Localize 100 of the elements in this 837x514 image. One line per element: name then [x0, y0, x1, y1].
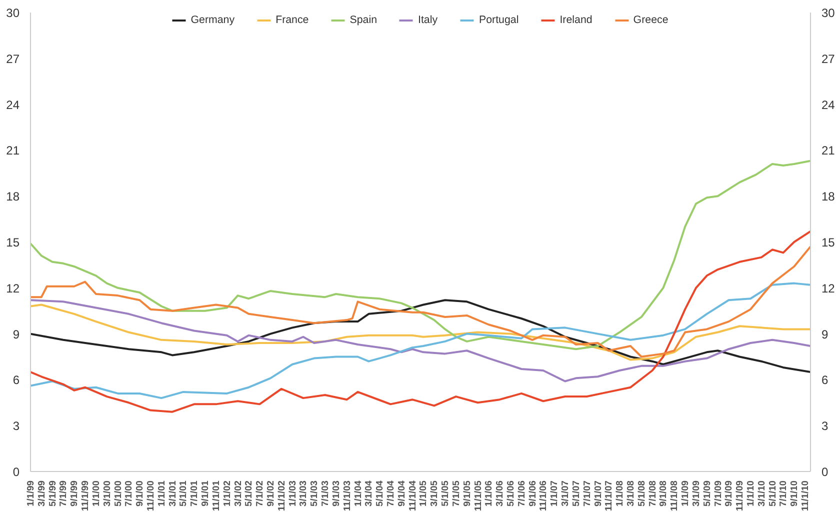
x-tick-label: 1/1/04 [352, 480, 363, 506]
x-tick-label: 5/1/08 [636, 480, 646, 506]
y-tick-label: 0 [12, 465, 20, 479]
x-tick-label: 3/1/08 [626, 480, 636, 506]
y-tick-label: 15 [6, 236, 20, 250]
y-tick-label: 21 [6, 144, 20, 158]
x-tick-label: 1/1/02 [222, 480, 232, 506]
x-tick-label: 11/1/02 [276, 480, 286, 512]
x-tick-label: 7/1/02 [254, 480, 265, 506]
x-tick-label: 3/1/09 [690, 480, 701, 506]
x-tick-label: 11/1/08 [669, 480, 680, 512]
x-tick-label: 7/1/03 [320, 480, 330, 506]
x-tick-label: 9/1/99 [69, 480, 80, 506]
legend-label: Portugal [479, 14, 519, 26]
x-tick-label: 1/1/09 [680, 480, 690, 506]
x-tick-label: 3/1/99 [36, 480, 46, 506]
x-tick-label: 7/1/00 [124, 480, 134, 506]
x-tick-label: 7/1/01 [189, 480, 200, 506]
x-tick-label: 3/1/03 [298, 480, 308, 506]
x-tick-label: 1/1/08 [614, 480, 625, 506]
y2-tick-label: 30 [822, 6, 836, 20]
x-tick-label: 11/1/06 [538, 480, 548, 512]
legend-label: Greece [633, 14, 668, 26]
y2-tick-label: 12 [822, 281, 836, 296]
x-tick-label: 11/1/04 [407, 480, 418, 512]
x-tick-label: 9/1/10 [789, 480, 800, 506]
x-tick-label: 11/1/05 [472, 480, 483, 512]
legend-label: Italy [418, 14, 438, 26]
y2-tick-label: 27 [822, 52, 836, 66]
y2-tick-label: 21 [822, 144, 836, 158]
x-tick-label: 5/1/00 [112, 480, 123, 506]
x-tick-label: 1/1/99 [26, 480, 36, 506]
x-tick-label: 9/1/07 [592, 480, 603, 506]
y2-tick-label: 15 [822, 236, 836, 250]
x-tick-label: 9/1/08 [658, 480, 668, 506]
x-tick-label: 3/1/06 [494, 480, 505, 506]
x-tick-label: 5/1/02 [244, 480, 254, 506]
x-tick-label: 5/1/10 [767, 480, 778, 506]
line-series [30, 160, 810, 350]
y-tick-label: 18 [6, 190, 20, 204]
x-tick-label: 3/1/01 [167, 480, 178, 506]
x-tick-label: 5/1/05 [440, 480, 450, 506]
x-tick-label: 3/1/00 [102, 480, 112, 506]
x-tick-label: 3/1/07 [560, 480, 570, 506]
line-series [30, 246, 810, 358]
x-tick-label: 11/1/99 [80, 480, 90, 512]
x-tick-label: 3/1/04 [364, 480, 374, 506]
x-tick-label: 3/1/05 [429, 480, 440, 506]
x-tick-label: 9/1/03 [330, 480, 341, 506]
line-series [30, 230, 810, 413]
y-tick-label: 24 [6, 98, 20, 112]
x-tick-label: 9/1/02 [266, 480, 276, 506]
x-tick-label: 5/1/09 [702, 480, 712, 506]
line-series [30, 282, 810, 400]
x-tick-label: 11/1/09 [734, 480, 745, 512]
x-tick-label: 9/1/01 [200, 480, 210, 506]
x-tick-label: 1/1/03 [287, 480, 298, 506]
x-tick-label: 1/1/01 [156, 480, 166, 506]
x-tick-label: 3/1/02 [232, 480, 243, 506]
x-tick-label: 5/1/99 [47, 480, 58, 506]
y-tick-label: 27 [6, 52, 20, 66]
y2-tick-label: 0 [822, 465, 828, 479]
legend-label: Germany [190, 14, 235, 26]
x-tick-label: 1/1/05 [418, 480, 428, 506]
y-tick-label: 6 [12, 373, 20, 388]
x-tick-label: 5/1/06 [506, 480, 516, 506]
x-tick-label: 11/1/07 [604, 480, 614, 512]
x-tick-label: 5/1/03 [309, 480, 320, 506]
legend-label: France [276, 14, 309, 26]
y-tick-label: 3 [12, 419, 20, 434]
x-tick-label: 7/1/05 [450, 480, 461, 506]
x-tick-label: 1/1/10 [746, 480, 756, 506]
x-tick-label: 9/1/04 [396, 480, 406, 506]
y2-tick-label: 9 [822, 327, 828, 342]
y2-tick-label: 6 [822, 373, 828, 388]
line-series [30, 304, 810, 361]
x-tick-label: 7/1/08 [647, 480, 658, 506]
x-tick-label: 1/1/06 [484, 480, 494, 506]
x-tick-label: 5/1/01 [178, 480, 188, 506]
x-tick-label: 7/1/06 [516, 480, 526, 506]
x-tick-label: 9/1/05 [462, 480, 472, 506]
x-tick-label: 9/1/00 [134, 480, 145, 506]
legend-label: Ireland [560, 14, 592, 26]
legend-label: Spain [350, 14, 378, 26]
x-tick-label: 11/1/10 [800, 480, 810, 512]
x-tick-label: 9/1/06 [527, 480, 538, 506]
x-tick-label: 5/1/04 [374, 480, 385, 506]
x-tick-label: 11/1/03 [342, 480, 352, 512]
x-tick-label: 3/1/10 [756, 480, 766, 506]
y2-tick-label: 3 [822, 419, 828, 434]
x-tick-label: 9/1/09 [724, 480, 734, 506]
x-tick-label: 7/1/09 [712, 480, 723, 506]
y2-tick-label: 24 [822, 98, 836, 112]
x-tick-label: 7/1/99 [58, 480, 68, 506]
x-tick-label: 7/1/04 [386, 480, 396, 506]
y-tick-label: 30 [6, 6, 20, 20]
y2-tick-label: 18 [822, 190, 836, 204]
x-tick-label: 1/1/00 [90, 480, 101, 506]
y-tick-label: 9 [12, 327, 20, 342]
x-tick-label: 5/1/07 [570, 480, 581, 506]
